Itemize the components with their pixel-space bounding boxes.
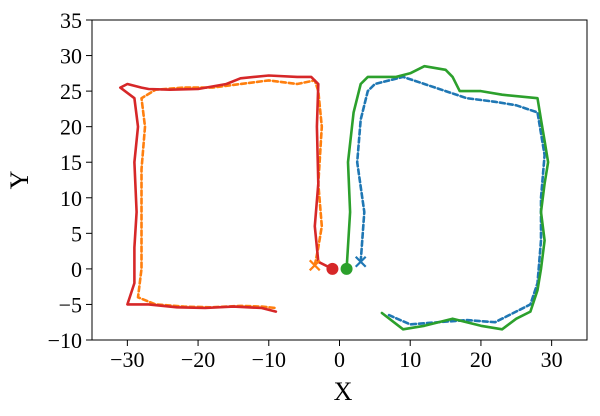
- y-tick-label: 15: [60, 150, 82, 175]
- start-marker-x-2: [308, 259, 321, 272]
- start-marker-dot-4: [326, 262, 339, 275]
- series-line-4: [119, 74, 334, 313]
- x-tick-label: −10: [252, 347, 286, 372]
- y-tick-label: 20: [60, 115, 82, 140]
- y-tick-label: 30: [60, 44, 82, 69]
- x-tick-label: 20: [470, 347, 492, 372]
- y-tick-label: 10: [60, 186, 82, 211]
- x-tick-label: 30: [541, 347, 563, 372]
- series-line-1: [355, 75, 546, 326]
- x-tick-label: −20: [181, 347, 215, 372]
- x-tick-label: 0: [334, 347, 345, 372]
- y-tick-label: 0: [71, 257, 82, 282]
- plot-area: [119, 64, 550, 331]
- y-tick-label: 5: [71, 221, 82, 246]
- axes: −30 −20 −10 0 10 20 30 −10 −5 0 5 10 15 20 25 30 35: [48, 8, 588, 372]
- y-tick-label: 35: [60, 8, 82, 33]
- series-line-3: [345, 64, 550, 331]
- start-marker-x-1: [354, 256, 367, 268]
- start-marker-dot-3: [340, 262, 353, 275]
- x-axis-title: X: [334, 377, 353, 406]
- y-axis-title: Y: [5, 170, 34, 189]
- marker-layer: [308, 256, 367, 275]
- y-tick-label: −5: [59, 292, 82, 317]
- x-tick-label: −30: [110, 347, 144, 372]
- y-tick-label: 25: [60, 79, 82, 104]
- y-tick-label: −10: [48, 328, 82, 353]
- x-tick-label: 10: [399, 347, 421, 372]
